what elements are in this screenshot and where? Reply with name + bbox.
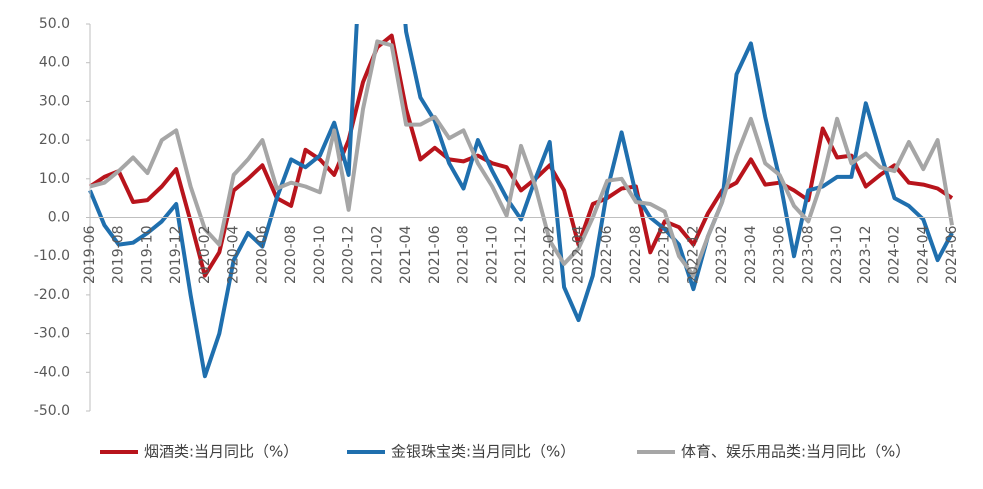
x-tick-label: 2024-06 — [944, 225, 960, 284]
series-line — [88, 33, 954, 278]
y-tick-label: -20.0 — [34, 287, 70, 303]
x-tick-label: 2021-10 — [484, 226, 500, 285]
x-tick-label: 2019-12 — [168, 226, 184, 285]
series-line — [89, 39, 954, 278]
x-tick-label: 2024-04 — [915, 225, 931, 284]
x-tick-label: 2020-12 — [341, 226, 357, 285]
x-tick-label: 2022-10 — [657, 226, 673, 285]
x-tick-label: 2023-08 — [800, 226, 816, 285]
x-tick-label: 2020-02 — [197, 226, 213, 284]
x-tick-label: 2021-12 — [513, 226, 529, 285]
y-tick-label: 10.0 — [39, 171, 70, 187]
x-tick-label: 2020-10 — [312, 226, 328, 285]
series-line — [88, 24, 954, 379]
x-tick-label: 2024-02 — [887, 226, 903, 285]
x-tick-label: 2023-02 — [714, 226, 730, 285]
x-tick-label: 2021-08 — [456, 226, 472, 285]
y-tick-label: -40.0 — [34, 364, 70, 380]
x-tick-label: 2022-04 — [570, 225, 586, 284]
y-tick-label: -50.0 — [34, 403, 70, 419]
x-tick-label: 2022-02 — [542, 226, 558, 285]
plot-area — [88, 24, 954, 379]
x-tick-label: 2022-08 — [628, 226, 644, 285]
y-tick-label: 40.0 — [39, 55, 70, 71]
legend-label: 体育、娱乐用品类:当月同比（%） — [681, 443, 910, 461]
x-tick-label: 2023-06 — [772, 225, 788, 284]
legend-label: 金银珠宝类:当月同比（%） — [391, 443, 575, 461]
y-tick-label: 0.0 — [48, 210, 70, 226]
x-tick-label: 2023-10 — [829, 226, 845, 285]
x-tick-label: 2022-06 — [599, 225, 615, 284]
x-tick-label: 2021-02 — [369, 226, 385, 285]
x-tick-label: 2021-06 — [427, 225, 443, 284]
x-tick-label: 2019-10 — [139, 226, 155, 285]
x-tick-label: 2019-08 — [111, 226, 127, 285]
x-tick-label: 2020-04 — [226, 225, 242, 284]
y-tick-label: -30.0 — [34, 326, 70, 342]
legend: 烟酒类:当月同比（%） 金银珠宝类:当月同比（%） 体育、娱乐用品类:当月同比（%） — [100, 443, 910, 461]
x-tick-label: 2019-06 — [82, 225, 98, 284]
x-tick-label: 2020-06 — [254, 225, 270, 284]
y-tick-label: 50.0 — [39, 16, 70, 32]
y-tick-label: -10.0 — [34, 248, 70, 264]
y-tick-label: 30.0 — [39, 93, 70, 109]
y-tick-label: 20.0 — [39, 132, 70, 148]
x-tick-label: 2022-12 — [685, 226, 701, 285]
x-tick-label: 2021-04 — [398, 225, 414, 284]
x-tick-label: 2023-04 — [743, 225, 759, 284]
x-tick-label: 2023-12 — [858, 226, 874, 285]
legend-label: 烟酒类:当月同比（%） — [144, 443, 298, 461]
x-tick-label: 2020-08 — [283, 226, 299, 285]
